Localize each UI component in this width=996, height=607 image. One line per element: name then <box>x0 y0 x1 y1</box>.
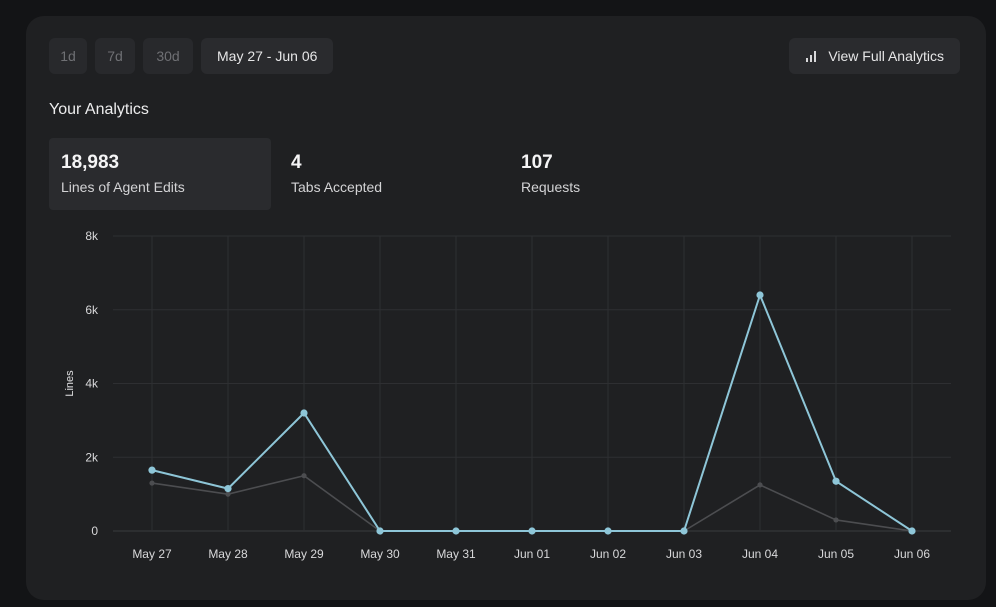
series-point-0 <box>756 291 764 299</box>
y-tick-label: 2k <box>85 450 99 464</box>
x-tick-label: May 27 <box>132 547 172 561</box>
stat-value: 4 <box>291 152 302 173</box>
stat-label: Tabs Accepted <box>291 179 383 195</box>
view-full-analytics-button[interactable]: View Full Analytics <box>789 38 960 74</box>
series-point-1 <box>301 473 307 479</box>
series-point-0 <box>528 527 536 535</box>
range-1d-button[interactable]: 1d <box>49 38 87 74</box>
x-tick-label: Jun 05 <box>818 547 854 561</box>
series-point-0 <box>832 477 840 485</box>
lines-chart: 0 2k 4k 6k 8k May 27 May 28 May 29 May 30 May 31 J… <box>64 229 951 561</box>
analytics-card: 1d 7d 30d May 27 - Jun 06 View Full Anal… <box>26 16 986 600</box>
date-range-button[interactable]: May 27 - Jun 06 <box>201 38 334 74</box>
x-tick-label: Jun 03 <box>666 547 702 561</box>
series-point-1 <box>757 482 763 488</box>
stat-value: 18,983 <box>61 152 120 173</box>
y-tick-label: 4k <box>85 377 99 391</box>
series-point-0 <box>604 527 612 535</box>
series-point-0 <box>376 527 384 535</box>
series-point-1 <box>225 491 231 497</box>
section-title: Your Analytics <box>49 101 149 118</box>
range-7d-button[interactable]: 7d <box>95 38 135 74</box>
x-tick-label: May 31 <box>436 547 476 561</box>
date-range-toolbar: 1d 7d 30d May 27 - Jun 06 <box>49 38 334 74</box>
series-point-1 <box>149 480 155 486</box>
x-tick-label: May 30 <box>360 547 400 561</box>
x-tick-label: Jun 06 <box>894 547 930 561</box>
series-point-0 <box>908 527 916 535</box>
y-tick-label: 8k <box>85 229 99 243</box>
bar-chart-icon <box>805 50 818 63</box>
series-point-0 <box>224 484 232 493</box>
view-full-analytics-label: View Full Analytics <box>828 48 944 64</box>
y-tick-label: 6k <box>85 303 99 317</box>
stat-label: Lines of Agent Edits <box>61 179 185 195</box>
range-30d-button[interactable]: 30d <box>143 38 193 74</box>
series-point-1 <box>833 517 839 523</box>
series-point-0 <box>452 527 460 535</box>
x-tick-label: Jun 04 <box>742 547 778 561</box>
series-point-0 <box>148 466 156 474</box>
y-tick-label: 0 <box>91 524 98 538</box>
stat-requests[interactable]: 107 Requests <box>509 138 731 210</box>
y-axis-label: Lines <box>64 370 76 397</box>
x-tick-label: Jun 02 <box>590 547 626 561</box>
stat-label: Requests <box>521 179 581 195</box>
x-tick-label: May 29 <box>284 547 324 561</box>
x-tick-label: Jun 01 <box>514 547 550 561</box>
series-point-0 <box>680 527 688 535</box>
series-point-0 <box>300 409 308 417</box>
stat-tabs-accepted[interactable]: 4 Tabs Accepted <box>279 138 501 210</box>
stat-value: 107 <box>521 152 553 173</box>
x-tick-label: May 28 <box>208 547 248 561</box>
stat-agent-edits[interactable]: 18,983 Lines of Agent Edits <box>49 138 271 210</box>
